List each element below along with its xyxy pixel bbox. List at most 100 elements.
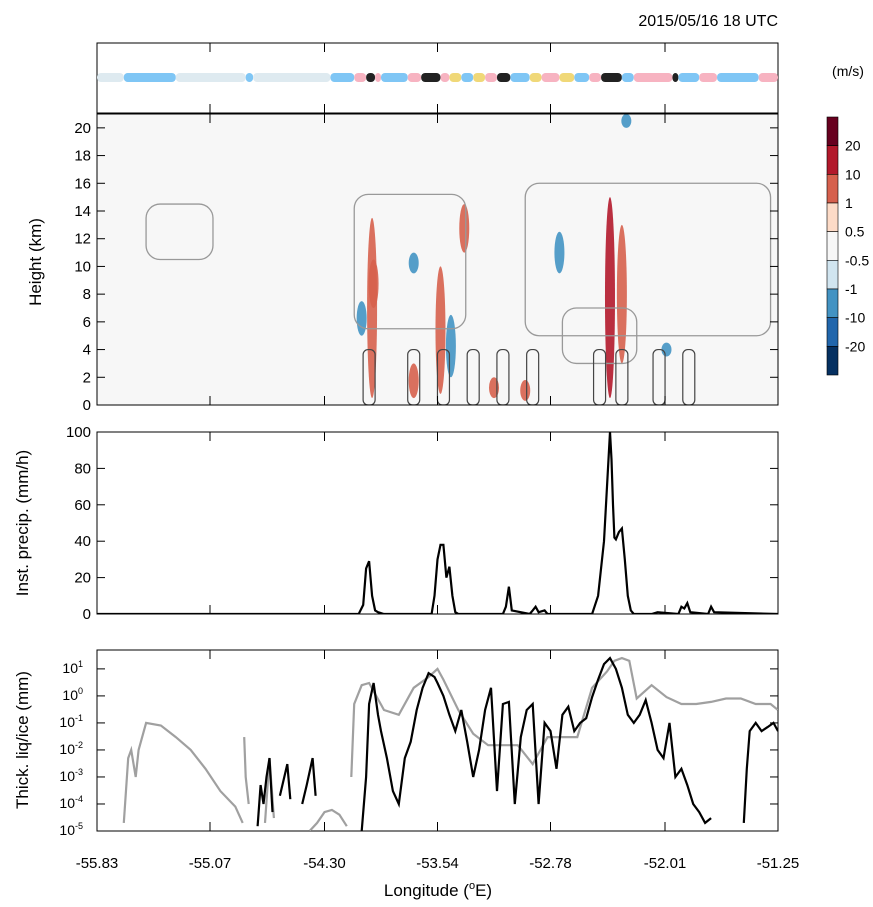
strip-segment [449, 73, 462, 82]
strip-segment [633, 73, 673, 82]
cloud-contour [561, 307, 638, 365]
colorbar-box [826, 174, 839, 204]
liquid-thickness-line [278, 763, 292, 800]
colorbar-box [826, 260, 839, 290]
downdraft-core [661, 342, 672, 357]
strip-segment [473, 73, 486, 82]
colorbar-box [826, 202, 839, 232]
strip-segment [601, 73, 622, 82]
height-tick-label: 18 [74, 148, 91, 165]
height-tick-label: 2 [83, 369, 91, 386]
updraft-core [604, 197, 615, 399]
strip-segment [330, 73, 355, 82]
liquid-thickness-line [360, 656, 712, 831]
strip-segment [366, 73, 376, 82]
liquid-thickness-line [742, 721, 778, 823]
strip-segment [678, 73, 700, 82]
thickness-tick-exponent: -3 [75, 767, 83, 777]
cloud-contour [524, 182, 772, 337]
colorbar-label: 0.5 [845, 224, 865, 240]
cloud-contour-lower [592, 348, 607, 405]
strip-segment [672, 73, 679, 82]
thickness-tick-label: 10-2 [59, 740, 83, 757]
ice-thickness-line [308, 808, 348, 831]
vertical-velocity-panel: 0 2 4 6 8 10 12 14 16 18 20 Height (km) [26, 113, 779, 414]
downdraft-core [445, 314, 456, 378]
height-tick-label: 0 [83, 397, 91, 414]
downdraft-core [554, 231, 565, 274]
thickness-frame [96, 649, 779, 832]
precip-series [97, 432, 778, 614]
strip-segment [407, 73, 422, 82]
colorbar-label: -10 [845, 310, 865, 326]
cloud-contour [145, 203, 214, 261]
category-strip-panel [96, 42, 779, 114]
height-tick-label: 16 [74, 175, 91, 192]
cloud-contour-lower [436, 348, 451, 405]
thickness-tick-exponent: -2 [75, 740, 83, 750]
height-tick-label: 14 [74, 203, 91, 220]
thickness-tick-label: 10-1 [59, 713, 83, 730]
strip-segment [589, 73, 602, 82]
strip-segment [421, 73, 441, 82]
colorbar-label: -20 [845, 338, 865, 354]
thickness-tick-label: 10-5 [59, 821, 83, 838]
x-tick-label: -55.07 [189, 855, 232, 872]
colorbar: (m/s) 20 10 1 0.5 -0.5 -1 -10 -20 [826, 63, 869, 376]
updraft-core [520, 380, 531, 401]
timestamp-label: 2015/05/16 18 UTC [638, 13, 778, 30]
thickness-tick-label: 10-4 [59, 794, 83, 811]
colorbar-label: -0.5 [845, 252, 869, 268]
precip-line [97, 432, 778, 614]
precip-tick-label: 100 [66, 424, 91, 441]
colorbar-box [826, 145, 839, 175]
height-tick-label: 8 [83, 286, 91, 303]
updraft-core [368, 259, 379, 308]
strip-segment [621, 73, 634, 82]
x-tick-label: -55.83 [76, 855, 119, 872]
cloud-contour-lower [362, 348, 376, 405]
strip-segment [245, 73, 254, 82]
downdraft-core [621, 114, 632, 128]
thickness-tick-label: 101 [62, 659, 83, 676]
colorbar-label: -1 [845, 281, 858, 297]
thickness-tick-exponent: 1 [78, 659, 83, 669]
velocity-field [145, 114, 772, 405]
strip-segment [496, 73, 511, 82]
colorbar-label: 10 [845, 166, 861, 182]
cloud-contour-lower [526, 348, 540, 405]
strip-segment [440, 73, 450, 82]
colorbar-boxes: 20 10 1 0.5 -0.5 -1 -10 -20 [826, 116, 869, 376]
downdraft-core [408, 252, 419, 274]
thickness-series [122, 656, 778, 831]
thickness-tick-label: 10-3 [59, 767, 83, 784]
updraft-core [616, 224, 627, 364]
ice-thickness-line [243, 737, 250, 805]
strip-segment [510, 73, 530, 82]
strip-segment [175, 73, 246, 82]
cloud-contour [353, 193, 467, 330]
x-tick-label: -53.54 [416, 855, 459, 872]
thickness-tick-exponent: 0 [78, 686, 83, 696]
strip-segment [97, 73, 124, 82]
downdraft-core [356, 301, 367, 336]
strip-segment [717, 73, 759, 82]
strip-segment [380, 73, 408, 82]
strip-segment [485, 73, 497, 82]
height-tick-label: 12 [74, 231, 91, 248]
precip-tick-label: 40 [74, 533, 91, 550]
precip-axis-label: Inst. precip. (mm/h) [13, 450, 32, 596]
strip-segment [529, 73, 542, 82]
thickness-tick-exponent: -5 [75, 821, 83, 831]
colorbar-box [826, 288, 839, 318]
colorbar-box [826, 346, 839, 376]
strip-segment [541, 73, 560, 82]
cloud-contour-lower [652, 348, 666, 405]
colorbar-box [826, 231, 839, 261]
height-tick-label: 6 [83, 314, 91, 331]
liquid-thickness-line [301, 757, 317, 805]
x-tick-label: -51.25 [757, 855, 800, 872]
cloud-contour-lower [682, 348, 696, 405]
